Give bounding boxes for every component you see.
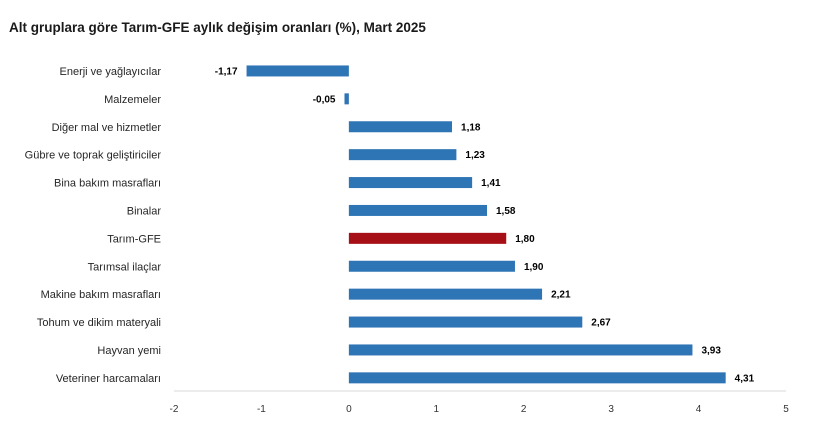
data-label: 1,18 (461, 122, 481, 133)
x-tick-label: 4 (696, 404, 702, 415)
category-label: Tarımsal ilaçlar (88, 261, 162, 273)
x-tick-label: 0 (346, 404, 352, 415)
data-label: 2,21 (551, 290, 571, 301)
data-label: -0,05 (313, 94, 336, 105)
bar (348, 149, 457, 161)
x-tick-label: 5 (783, 404, 789, 415)
bar (348, 204, 487, 216)
data-label: 1,23 (465, 150, 485, 161)
bar (348, 316, 583, 328)
category-label: Tarım-GFE (107, 233, 161, 245)
bar-highlight (348, 232, 507, 244)
x-tick-label: 3 (608, 404, 614, 415)
bar (348, 344, 693, 356)
bar (348, 288, 543, 300)
category-label: Binalar (127, 205, 162, 217)
category-label: Malzemeler (104, 94, 161, 106)
x-tick-label: 2 (521, 404, 527, 415)
x-tick-label: 1 (434, 404, 440, 415)
data-label: 3,93 (701, 345, 721, 356)
category-label: Diğer mal ve hizmetler (52, 122, 162, 134)
bar (344, 93, 349, 105)
bar (348, 372, 726, 384)
chart-title: Alt gruplara göre Tarım-GFE aylık değişi… (9, 20, 426, 35)
bar (348, 177, 473, 189)
data-label: 2,67 (591, 318, 611, 329)
category-label: Hayvan yemi (97, 345, 161, 357)
category-label: Veteriner harcamaları (56, 373, 161, 385)
bar (348, 260, 515, 272)
data-label: 4,31 (735, 373, 755, 384)
bar (348, 121, 453, 133)
data-label: 1,41 (481, 178, 501, 189)
data-label: 1,80 (515, 234, 535, 245)
data-label: 1,58 (496, 206, 516, 217)
x-tick-label: -1 (257, 404, 266, 415)
category-label: Tohum ve dikim materyali (37, 317, 161, 329)
data-label: 1,90 (524, 262, 544, 273)
data-label: -1,17 (215, 66, 238, 77)
category-label: Bina bakım masrafları (54, 178, 161, 190)
bar (246, 65, 349, 77)
x-tick-label: -2 (170, 404, 179, 415)
category-label: Makine bakım masrafları (41, 289, 161, 301)
category-label: Enerji ve yağlayıcılar (60, 66, 162, 78)
category-label: Gübre ve toprak geliştiriciler (25, 150, 162, 162)
